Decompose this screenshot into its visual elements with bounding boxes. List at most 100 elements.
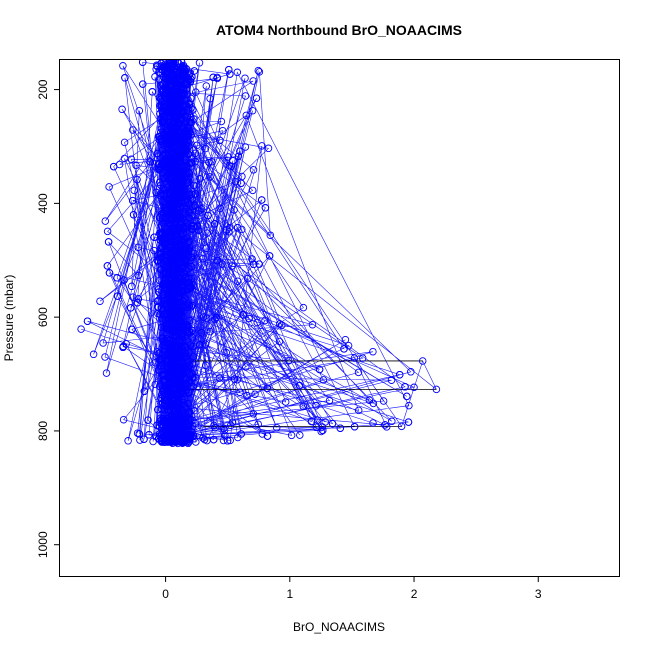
data-point	[255, 260, 263, 268]
data-point	[187, 262, 196, 271]
data-point	[161, 84, 169, 92]
x-tick-label: 3	[535, 587, 542, 601]
data-point	[388, 417, 396, 426]
data-point	[236, 388, 244, 397]
data-point	[209, 73, 217, 82]
data-point	[199, 254, 207, 263]
data-point	[101, 353, 109, 361]
data-point	[354, 406, 363, 415]
data-point	[227, 421, 235, 430]
data-point	[195, 60, 204, 67]
data-point	[159, 219, 167, 227]
data-point	[328, 419, 337, 428]
data-point	[133, 175, 141, 184]
data-point	[249, 77, 257, 85]
data-point	[234, 152, 243, 160]
data-point	[281, 398, 290, 406]
data-point	[168, 191, 177, 200]
data-point	[222, 226, 231, 234]
data-point	[165, 259, 173, 267]
chart-title: ATOM4 Northbound BrO_NOAACIMS	[216, 22, 462, 38]
data-point	[395, 370, 404, 379]
data-point	[210, 220, 219, 228]
data-point	[160, 322, 168, 330]
data-point	[121, 74, 129, 82]
data-point	[169, 101, 178, 109]
data-point	[167, 355, 175, 363]
data-point	[255, 68, 264, 76]
data-point	[148, 88, 157, 96]
data-point	[156, 102, 164, 110]
data-point	[161, 296, 169, 305]
data-point	[180, 225, 188, 233]
data-point	[258, 430, 267, 438]
data-point	[163, 315, 172, 323]
data-point	[176, 345, 184, 353]
data-point	[163, 248, 171, 256]
data-point	[170, 76, 179, 84]
data-point	[210, 315, 219, 324]
data-point	[113, 292, 122, 300]
data-point	[187, 253, 196, 262]
data-point	[184, 409, 193, 417]
data-point	[191, 149, 199, 158]
data-point	[365, 396, 374, 404]
data-point	[164, 145, 173, 154]
data-point	[168, 92, 177, 100]
data-point	[252, 94, 261, 102]
data-point	[200, 435, 209, 444]
data-point	[151, 358, 159, 367]
x-tick-label: 0	[162, 587, 169, 601]
data-point	[275, 337, 284, 346]
data-point	[193, 217, 201, 225]
data-point	[354, 368, 363, 377]
data-point	[218, 126, 227, 135]
data-point	[382, 423, 391, 431]
data-point	[254, 66, 263, 75]
data-point	[216, 136, 224, 145]
data-point	[202, 361, 210, 369]
data-point	[170, 138, 178, 147]
data-point	[350, 354, 359, 362]
data-point	[215, 374, 224, 382]
data-point	[173, 329, 182, 338]
data-point	[188, 195, 196, 203]
data-point	[155, 160, 163, 168]
data-point	[239, 311, 247, 319]
data-point	[379, 397, 388, 405]
data-point	[172, 291, 181, 300]
data-point	[109, 162, 118, 171]
data-point	[119, 62, 127, 70]
data-point	[189, 382, 197, 391]
data-point	[253, 318, 261, 327]
data-point	[169, 270, 178, 278]
data-point	[233, 223, 242, 232]
data-point	[248, 106, 257, 115]
data-point	[174, 305, 182, 314]
data-point	[224, 153, 232, 161]
data-point	[287, 431, 296, 440]
data-point	[180, 80, 189, 88]
data-point	[185, 435, 193, 443]
data-point	[132, 161, 140, 170]
data-point	[146, 158, 155, 166]
data-point	[173, 352, 182, 361]
data-point	[161, 279, 169, 287]
data-point	[152, 188, 160, 197]
data-point	[183, 112, 192, 121]
data-point	[158, 306, 167, 315]
data-point	[177, 423, 186, 432]
data-point	[219, 436, 228, 445]
data-point	[397, 422, 406, 431]
data-point	[103, 262, 112, 270]
data-point	[168, 224, 176, 232]
data-point	[155, 93, 164, 102]
data-point	[167, 139, 175, 148]
data-point	[157, 390, 166, 399]
data-point	[225, 161, 234, 170]
data-point	[140, 435, 148, 443]
data-point	[101, 217, 110, 225]
data-point	[404, 418, 413, 426]
data-point	[315, 365, 324, 374]
data-point	[175, 399, 184, 408]
